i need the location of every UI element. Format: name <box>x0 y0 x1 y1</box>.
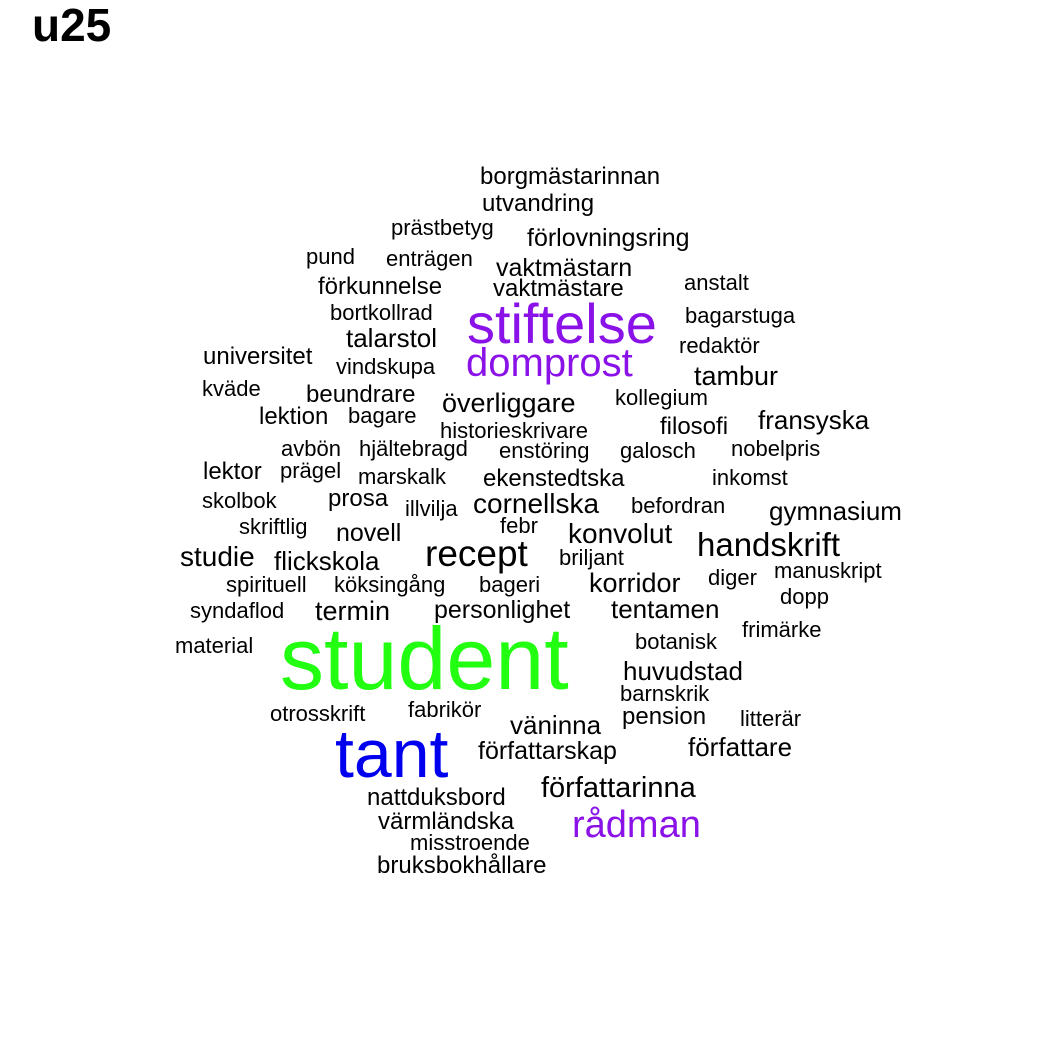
word-17: vindskupa <box>336 354 436 379</box>
word-21: kollegium <box>615 385 708 410</box>
word-50: flickskola <box>274 546 380 576</box>
word-68: huvudstad <box>623 656 743 686</box>
word-42: befordran <box>631 493 726 518</box>
word-75: tant <box>335 716 449 792</box>
word-22: överliggare <box>442 388 576 418</box>
word-59: dopp <box>780 584 829 609</box>
word-30: enstöring <box>499 438 590 463</box>
word-36: ekenstedtska <box>483 465 625 492</box>
word-69: barnskrik <box>620 681 710 706</box>
word-31: galosch <box>620 438 696 463</box>
word-39: prosa <box>328 485 389 512</box>
word-81: värmländska <box>378 808 515 835</box>
word-83: bruksbokhållare <box>377 852 547 879</box>
word-67: botanisk <box>635 629 717 654</box>
word-80: rådman <box>572 804 701 846</box>
word-61: termin <box>315 596 391 626</box>
word-29: hjältebragd <box>359 436 468 461</box>
word-77: författarskap <box>478 737 617 765</box>
word-76: författare <box>688 732 793 762</box>
word-34: prägel <box>280 458 342 483</box>
page-title: u25 <box>32 0 112 51</box>
word-11: stiftelse <box>467 292 657 355</box>
word-23: lektion <box>259 403 329 430</box>
word-1: utvandring <box>482 190 595 217</box>
word-9: vaktmästare <box>493 275 624 302</box>
word-54: spirituell <box>226 572 307 597</box>
word-19: kväde <box>202 376 261 401</box>
word-15: universitet <box>203 343 313 370</box>
word-73: litterär <box>740 706 802 731</box>
word-18: tambur <box>694 361 779 391</box>
word-3: förlovningsring <box>527 224 690 252</box>
word-0: borgmästarinnan <box>480 163 661 190</box>
word-51: recept <box>425 533 528 574</box>
word-7: anstalt <box>684 270 749 295</box>
word-8: förkunnelse <box>318 273 443 300</box>
word-26: filosofi <box>660 413 729 440</box>
word-63: tentamen <box>611 594 720 624</box>
word-82: misstroende <box>410 830 530 855</box>
word-47: konvolut <box>568 518 673 549</box>
word-62: personlighet <box>434 596 571 624</box>
word-6: vaktmästarn <box>496 254 633 282</box>
word-72: pension <box>622 703 707 730</box>
word-28: avbön <box>281 436 341 461</box>
word-46: febr <box>500 513 538 538</box>
word-38: skolbok <box>202 488 277 513</box>
word-27: historieskrivare <box>440 418 588 443</box>
word-79: nattduksbord <box>367 784 506 811</box>
word-45: novell <box>336 519 402 547</box>
word-14: redaktör <box>679 333 760 358</box>
word-2: prästbetyg <box>391 215 494 240</box>
word-41: cornellska <box>473 488 600 519</box>
word-66: student <box>280 609 569 708</box>
word-48: handskrift <box>697 526 841 563</box>
word-57: korridor <box>589 568 681 598</box>
word-60: syndaflod <box>190 598 285 623</box>
word-58: diger <box>708 565 757 590</box>
word-53: manuskript <box>774 558 882 583</box>
word-13: talarstol <box>346 323 438 353</box>
word-49: studie <box>180 541 255 572</box>
word-74: väninna <box>510 710 602 740</box>
word-33: lektor <box>203 458 262 485</box>
word-10: bortkollrad <box>330 300 433 325</box>
word-43: gymnasium <box>769 496 902 526</box>
word-40: illvilja <box>405 496 458 521</box>
word-16: domprost <box>466 341 633 385</box>
word-32: nobelpris <box>731 436 821 461</box>
word-78: författarinna <box>541 772 696 804</box>
word-5: enträgen <box>386 246 473 271</box>
word-35: marskalk <box>358 464 447 489</box>
word-37: inkomst <box>712 465 788 490</box>
word-71: fabrikör <box>408 697 482 722</box>
word-12: bagarstuga <box>685 303 796 328</box>
word-55: köksingång <box>334 572 446 597</box>
word-25: fransyska <box>758 405 870 435</box>
word-4: pund <box>306 244 355 269</box>
word-70: otrosskrift <box>270 701 366 726</box>
word-52: briljant <box>559 545 624 570</box>
word-56: bageri <box>479 572 541 597</box>
word-44: skriftlig <box>239 514 308 539</box>
word-24: bagare <box>348 403 417 428</box>
word-64: frimärke <box>742 617 822 642</box>
word-20: beundrare <box>306 381 416 408</box>
word-65: material <box>175 633 254 658</box>
